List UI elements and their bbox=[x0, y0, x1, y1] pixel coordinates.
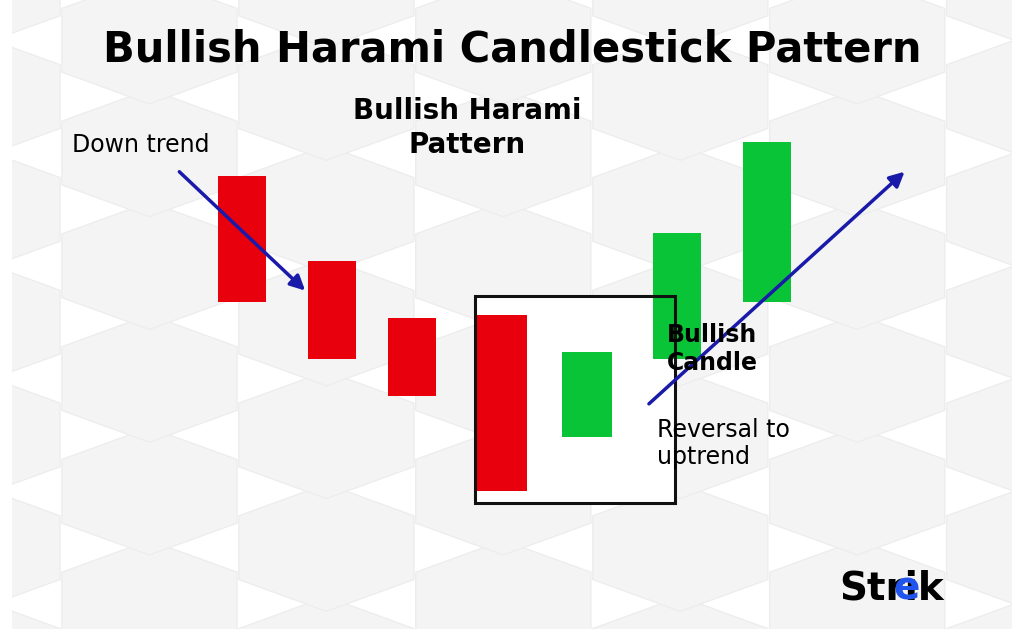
Polygon shape bbox=[0, 0, 60, 48]
Polygon shape bbox=[239, 0, 414, 48]
Polygon shape bbox=[61, 0, 237, 104]
Polygon shape bbox=[416, 202, 591, 330]
Polygon shape bbox=[416, 0, 591, 104]
Bar bbox=[475, 296, 675, 503]
Polygon shape bbox=[0, 597, 60, 629]
Bar bbox=[477, 314, 527, 491]
Polygon shape bbox=[770, 540, 945, 629]
Polygon shape bbox=[61, 315, 237, 442]
Text: Bullish
Candle: Bullish Candle bbox=[667, 323, 758, 375]
Polygon shape bbox=[770, 428, 945, 555]
Polygon shape bbox=[239, 597, 414, 629]
Bar bbox=[477, 314, 527, 491]
Text: Down trend: Down trend bbox=[73, 133, 210, 157]
Polygon shape bbox=[946, 484, 1024, 611]
Bar bbox=[388, 318, 436, 396]
Polygon shape bbox=[61, 540, 237, 629]
Polygon shape bbox=[61, 428, 237, 555]
Polygon shape bbox=[946, 371, 1024, 499]
Text: Strik: Strik bbox=[840, 569, 944, 607]
Polygon shape bbox=[593, 597, 768, 629]
Polygon shape bbox=[0, 259, 60, 386]
Polygon shape bbox=[0, 33, 60, 160]
Polygon shape bbox=[416, 89, 591, 216]
Polygon shape bbox=[770, 202, 945, 330]
Polygon shape bbox=[770, 0, 945, 104]
Bar bbox=[742, 142, 791, 302]
Polygon shape bbox=[61, 202, 237, 330]
Polygon shape bbox=[593, 371, 768, 499]
Polygon shape bbox=[593, 259, 768, 386]
Polygon shape bbox=[0, 371, 60, 499]
Polygon shape bbox=[239, 259, 414, 386]
Bar bbox=[475, 296, 675, 503]
Text: Bullish Harami Candlestick Pattern: Bullish Harami Candlestick Pattern bbox=[102, 28, 922, 70]
Polygon shape bbox=[946, 259, 1024, 386]
Text: Reversal to
uptrend: Reversal to uptrend bbox=[656, 418, 790, 469]
Polygon shape bbox=[593, 146, 768, 273]
Polygon shape bbox=[946, 597, 1024, 629]
Bar bbox=[562, 352, 612, 437]
Bar bbox=[562, 352, 612, 437]
Polygon shape bbox=[239, 484, 414, 611]
Polygon shape bbox=[239, 33, 414, 160]
Polygon shape bbox=[770, 315, 945, 442]
Polygon shape bbox=[416, 315, 591, 442]
Polygon shape bbox=[946, 146, 1024, 273]
Text: Bullish Harami
Pattern: Bullish Harami Pattern bbox=[353, 97, 582, 159]
Polygon shape bbox=[0, 484, 60, 611]
Polygon shape bbox=[416, 540, 591, 629]
Bar bbox=[308, 261, 356, 359]
Bar bbox=[218, 176, 266, 302]
Polygon shape bbox=[770, 89, 945, 216]
Polygon shape bbox=[593, 33, 768, 160]
Polygon shape bbox=[593, 0, 768, 48]
Polygon shape bbox=[593, 484, 768, 611]
Polygon shape bbox=[0, 146, 60, 273]
Polygon shape bbox=[61, 89, 237, 216]
Text: e: e bbox=[894, 569, 920, 607]
Polygon shape bbox=[239, 371, 414, 499]
Polygon shape bbox=[946, 33, 1024, 160]
Polygon shape bbox=[946, 0, 1024, 48]
Polygon shape bbox=[239, 146, 414, 273]
Bar bbox=[653, 233, 700, 359]
Polygon shape bbox=[416, 428, 591, 555]
